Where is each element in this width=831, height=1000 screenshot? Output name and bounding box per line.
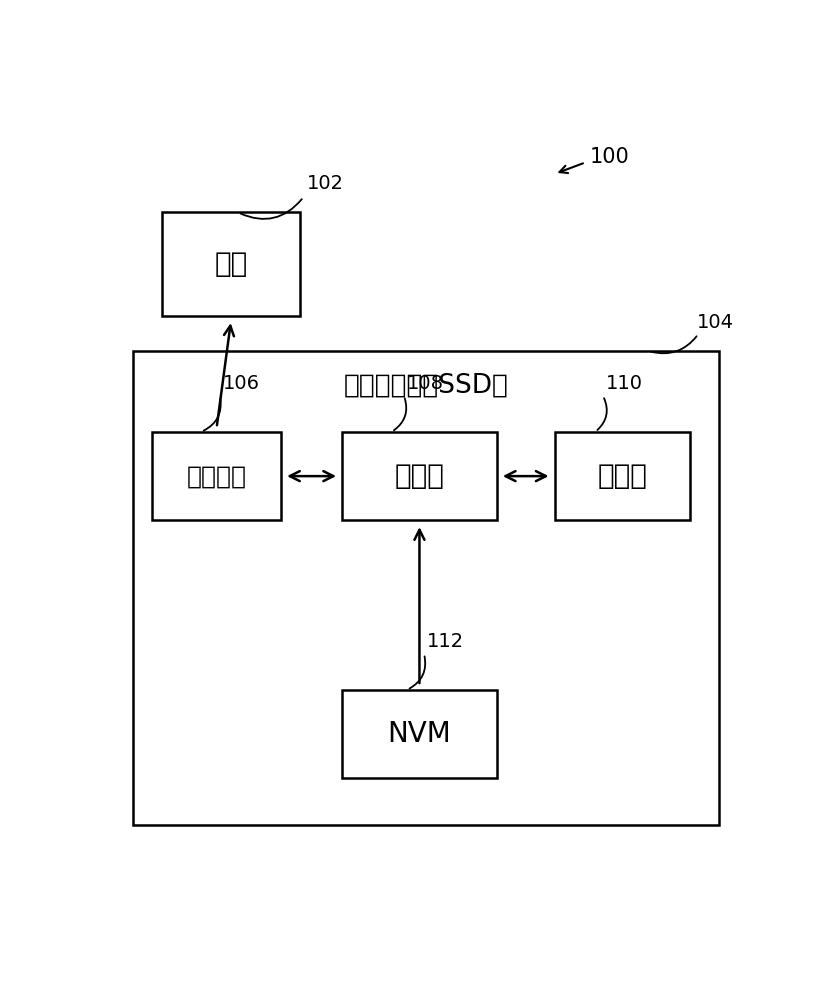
Text: 110: 110 [606, 374, 643, 393]
Bar [554, 432, 690, 520]
Text: 存储器: 存储器 [597, 462, 647, 490]
Bar [162, 212, 300, 316]
Bar [342, 432, 497, 520]
Text: 102: 102 [307, 174, 344, 193]
Bar [342, 690, 497, 778]
Text: NVM: NVM [387, 720, 451, 748]
Bar [133, 351, 719, 825]
Text: 112: 112 [427, 632, 465, 651]
Text: 100: 100 [590, 147, 630, 167]
Text: 主机接口: 主机接口 [187, 464, 247, 488]
Text: 104: 104 [696, 313, 734, 332]
Text: 控制器: 控制器 [395, 462, 445, 490]
Text: 固态驱动器（SSD）: 固态驱动器（SSD） [343, 373, 509, 399]
Bar [152, 432, 281, 520]
Text: 108: 108 [407, 374, 444, 393]
Text: 106: 106 [223, 374, 260, 393]
Text: 主机: 主机 [214, 250, 248, 278]
